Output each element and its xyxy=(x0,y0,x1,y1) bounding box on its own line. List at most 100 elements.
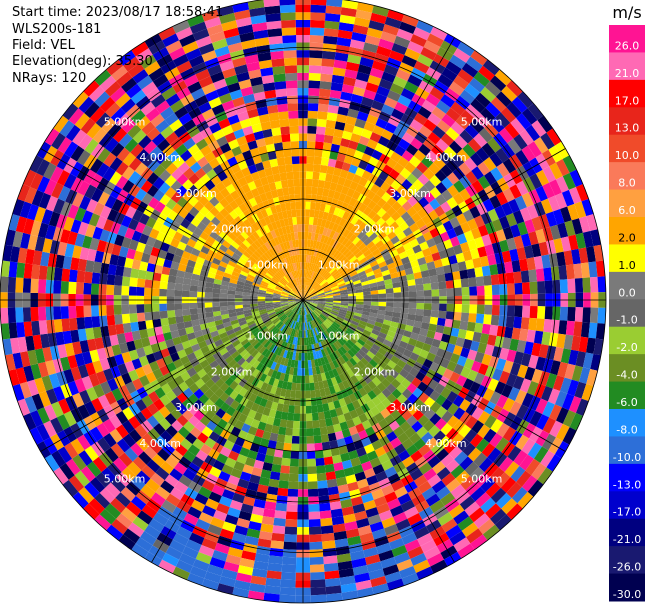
radar-gate xyxy=(419,263,429,272)
radar-gate xyxy=(110,477,126,493)
radar-gate xyxy=(578,336,589,353)
radar-gate xyxy=(244,416,254,426)
radar-gate xyxy=(416,302,425,310)
radar-gate xyxy=(256,379,264,389)
radar-gate xyxy=(170,261,180,270)
radar-gate xyxy=(83,305,92,318)
radar-gate xyxy=(506,283,516,295)
radar-gate xyxy=(381,355,391,365)
radar-gate xyxy=(94,514,112,531)
radar-gate xyxy=(242,292,251,296)
radar-gate xyxy=(310,19,325,29)
radar-gate xyxy=(288,186,295,195)
radar-gate xyxy=(38,192,52,209)
radar-gate xyxy=(348,164,359,175)
radar-gate xyxy=(322,43,337,53)
radar-gate xyxy=(435,266,445,276)
radar-gate xyxy=(81,375,94,390)
radar-gate xyxy=(304,277,306,285)
radar-gate xyxy=(251,310,260,316)
radar-gate xyxy=(459,456,474,471)
radar-gate xyxy=(182,314,192,323)
radar-gate xyxy=(303,262,306,270)
radar-gate xyxy=(287,232,292,242)
radar-gate xyxy=(272,337,280,346)
radar-gate xyxy=(160,317,169,327)
radar-gate xyxy=(363,146,375,157)
radar-gate xyxy=(396,345,406,355)
radar-gate xyxy=(334,319,342,326)
radar-gate xyxy=(114,234,125,247)
radar-gate xyxy=(417,533,434,547)
radar-gate xyxy=(172,566,190,580)
radar-gate xyxy=(296,314,300,323)
radar-gate xyxy=(143,287,152,297)
radar-gate xyxy=(136,75,153,90)
radar-gate xyxy=(358,160,369,171)
radar-gate xyxy=(333,383,341,393)
radar-gate xyxy=(316,290,324,295)
radar-gate xyxy=(245,399,255,410)
radar-gate xyxy=(148,335,158,346)
radar-gate xyxy=(179,257,189,266)
radar-gate xyxy=(198,544,215,558)
radar-gate xyxy=(416,234,427,245)
radar-gate xyxy=(350,320,359,327)
radar-gate xyxy=(310,571,325,581)
radar-gate xyxy=(193,242,204,252)
radar-gate xyxy=(436,486,451,500)
radar-gate xyxy=(330,324,338,332)
radar-gate xyxy=(420,47,437,61)
radar-gate xyxy=(15,216,27,233)
radar-gate xyxy=(332,231,340,241)
radar-gate xyxy=(443,440,457,454)
radar-gate xyxy=(333,272,341,279)
radar-gate xyxy=(290,451,300,460)
radar-gate xyxy=(280,301,289,305)
radar-gate xyxy=(287,217,294,226)
radar-gate xyxy=(187,462,201,475)
radar-gate xyxy=(253,498,266,509)
radar-gate xyxy=(253,330,261,337)
radar-gate xyxy=(352,464,364,475)
radar-gate xyxy=(323,134,334,144)
radar-gate xyxy=(340,388,349,398)
radar-gate xyxy=(271,58,285,68)
radar-gate xyxy=(244,331,254,339)
radar-gate xyxy=(321,323,328,331)
radar-gate xyxy=(260,312,269,318)
radar-gate xyxy=(155,100,170,114)
radar-gate xyxy=(280,301,288,303)
radar-gate xyxy=(257,300,266,304)
radar-gate xyxy=(217,265,227,273)
radar-gate xyxy=(286,503,298,513)
radar-gate xyxy=(348,425,359,436)
radar-gate xyxy=(275,502,287,512)
radar-gate xyxy=(260,523,274,533)
radar-gate xyxy=(384,315,393,322)
radar-gate xyxy=(8,261,18,278)
radar-gate xyxy=(416,426,429,439)
colorbar-tick-label: -8.0 xyxy=(616,423,637,436)
radar-gate xyxy=(152,410,165,423)
radar-gate xyxy=(267,285,276,290)
radar-gate xyxy=(280,179,289,189)
radar-gate xyxy=(125,104,141,119)
radar-gate xyxy=(356,326,365,333)
radar-gate xyxy=(450,484,466,499)
radar-gate xyxy=(140,484,156,499)
radar-gate xyxy=(320,218,327,228)
radar-gate xyxy=(407,393,419,405)
radar-gate xyxy=(405,143,419,156)
radar-gate xyxy=(402,363,413,373)
radar-gate xyxy=(230,399,240,410)
radar-gate xyxy=(358,378,368,388)
radar-gate xyxy=(354,381,364,391)
radar-gate xyxy=(55,254,65,269)
radar-gate xyxy=(459,411,472,425)
radar-gate xyxy=(287,310,294,318)
radar-gate xyxy=(288,405,295,414)
radar-gate xyxy=(322,261,329,269)
radar-gate xyxy=(317,303,326,307)
radar-gate xyxy=(356,111,369,122)
